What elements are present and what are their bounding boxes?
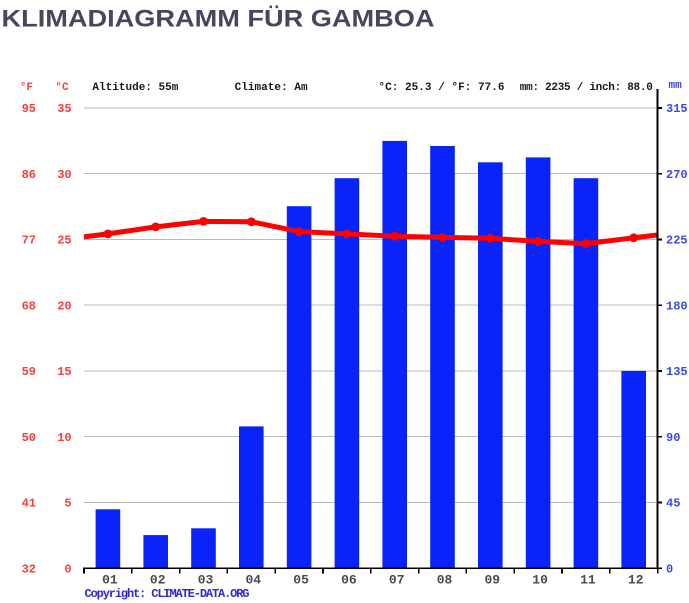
svg-text:01: 01: [102, 573, 118, 588]
svg-text:Copyright: CLIMATE-DATA.ORG: Copyright: CLIMATE-DATA.ORG: [85, 587, 250, 601]
svg-text:180: 180: [666, 299, 688, 313]
svg-text:mm: mm: [669, 80, 683, 92]
svg-text:03: 03: [198, 573, 214, 588]
svg-text:30: 30: [57, 168, 71, 182]
svg-text:41: 41: [22, 497, 36, 511]
svg-text:45: 45: [666, 497, 680, 511]
svg-text:04: 04: [245, 573, 261, 588]
svg-text:86: 86: [22, 168, 36, 182]
svg-text:68: 68: [22, 299, 36, 313]
svg-text:0: 0: [666, 562, 673, 576]
svg-text:Altitude: 55m: Altitude: 55m: [92, 82, 178, 94]
svg-text:135: 135: [666, 365, 688, 379]
svg-text:°C: °C: [55, 82, 69, 94]
svg-text:05: 05: [293, 573, 309, 588]
svg-text:95: 95: [22, 102, 36, 116]
svg-text:15: 15: [57, 365, 71, 379]
svg-text:20: 20: [57, 299, 71, 313]
svg-text:50: 50: [22, 431, 36, 445]
svg-text:315: 315: [666, 102, 688, 116]
svg-text:90: 90: [666, 431, 680, 445]
svg-text:77: 77: [22, 234, 36, 248]
svg-text:Climate: Am: Climate: Am: [235, 82, 308, 94]
svg-text:32: 32: [22, 562, 36, 576]
svg-text:270: 270: [666, 168, 688, 182]
svg-text:08: 08: [437, 573, 453, 588]
svg-text:10: 10: [532, 573, 548, 588]
svg-text:07: 07: [389, 573, 405, 588]
svg-text:10: 10: [57, 431, 71, 445]
svg-text:°F: °F: [20, 82, 33, 94]
svg-text:59: 59: [22, 365, 36, 379]
svg-text:02: 02: [150, 573, 166, 588]
svg-text:06: 06: [341, 573, 357, 588]
svg-text:25: 25: [57, 234, 71, 248]
svg-text:mm: 2235 / inch: 88.0: mm: 2235 / inch: 88.0: [520, 82, 653, 94]
svg-text:5: 5: [64, 497, 71, 511]
svg-text:12: 12: [628, 573, 644, 588]
svg-text:11: 11: [580, 573, 596, 588]
svg-text:°C: 25.3 / °F: 77.6: °C: 25.3 / °F: 77.6: [379, 82, 505, 94]
svg-text:KLIMADIAGRAMM FÜR GAMBOA: KLIMADIAGRAMM FÜR GAMBOA: [2, 6, 435, 33]
svg-text:225: 225: [666, 234, 688, 248]
svg-text:0: 0: [64, 562, 71, 576]
svg-text:09: 09: [484, 573, 500, 588]
svg-text:35: 35: [57, 102, 71, 116]
